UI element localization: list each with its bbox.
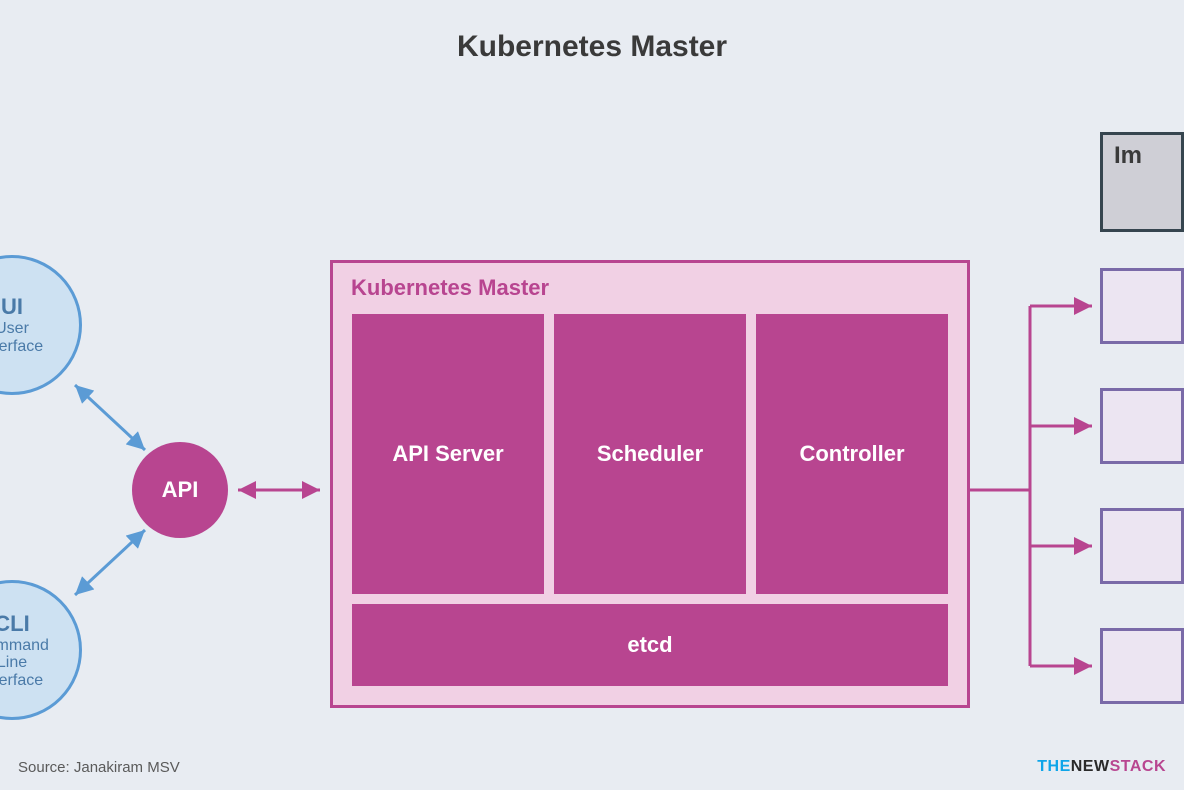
cli-sub2: Line	[0, 654, 27, 672]
node-label-0: Im	[1114, 142, 1142, 170]
api-label: API	[162, 477, 199, 503]
ui-sub2: Interface	[0, 338, 43, 356]
source-attribution: Source: Janakiram MSV	[18, 759, 180, 776]
logo-word-the: THE	[1037, 758, 1071, 775]
ui-circle: UI User Interface	[0, 255, 82, 395]
thenewstack-logo: THENEWSTACK	[1037, 758, 1166, 776]
cli-abbr: CLI	[0, 611, 30, 637]
cli-sub1: Command	[0, 637, 49, 655]
component-api-server: API Server	[352, 314, 544, 594]
node-box-4	[1100, 628, 1184, 704]
node-box-3	[1100, 508, 1184, 584]
api-circle: API	[132, 442, 228, 538]
component-controller: Controller	[756, 314, 948, 594]
diagram-title: Kubernetes Master	[0, 30, 1184, 64]
component-scheduler: Scheduler	[554, 314, 746, 594]
logo-word-stack: STACK	[1110, 758, 1166, 775]
component-etcd: etcd	[352, 604, 948, 686]
logo-word-new: NEW	[1071, 758, 1110, 775]
master-label: Kubernetes Master	[351, 275, 549, 301]
ui-sub1: User	[0, 320, 29, 338]
cli-sub3: Interface	[0, 672, 43, 690]
ui-abbr: UI	[1, 294, 23, 320]
cli-circle: CLI Command Line Interface	[0, 580, 82, 720]
node-box-2	[1100, 388, 1184, 464]
node-box-1	[1100, 268, 1184, 344]
